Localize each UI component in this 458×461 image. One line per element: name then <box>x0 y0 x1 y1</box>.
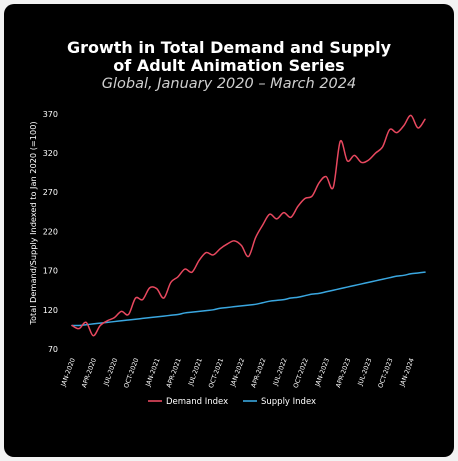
x-tick-label: OCT-2022 <box>292 357 310 389</box>
y-tick-label: 70 <box>48 345 58 354</box>
y-tick-label: 120 <box>43 306 58 315</box>
chart-title-line-2: of Adult Animation Series <box>113 56 345 75</box>
y-axis-label: Total Demand/Supply Indexed to Jan 2020 … <box>28 121 38 325</box>
series-layer <box>71 114 426 337</box>
y-tick-label: 220 <box>43 227 58 236</box>
x-tick-label: JAN-2020 <box>59 357 77 388</box>
x-tick-label: APR-2023 <box>334 357 352 389</box>
legend-label-demand-index: Demand Index <box>166 397 228 407</box>
chart-subtitle: Global, January 2020 – March 2024 <box>101 76 357 92</box>
y-tick-label: 170 <box>43 267 58 276</box>
x-tick-label: OCT-2023 <box>376 357 394 389</box>
x-tick-label: OCT-2021 <box>207 357 225 389</box>
y-axis-ticks: 70 120 170 220 270 320 370 <box>43 110 58 354</box>
x-tick-label: APR-2021 <box>165 357 183 389</box>
series-line-demand-index <box>71 114 426 337</box>
x-tick-label: JUL-2021 <box>186 357 204 388</box>
x-tick-label: JAN-2023 <box>313 357 331 388</box>
chart-card <box>4 4 454 457</box>
x-tick-label: APR-2022 <box>249 357 267 389</box>
x-tick-label: JAN-2021 <box>144 357 162 388</box>
x-tick-label: JUL-2022 <box>271 357 289 388</box>
y-tick-label: 270 <box>43 188 58 197</box>
legend-label-supply-index: Supply Index <box>261 397 316 407</box>
x-tick-label: APR-2020 <box>80 357 98 389</box>
x-tick-label: JUL-2023 <box>356 357 374 388</box>
x-tick-label: OCT-2020 <box>122 357 140 389</box>
y-tick-label: 370 <box>43 110 58 119</box>
x-tick-label: JAN-2022 <box>228 357 246 388</box>
x-tick-label: JUL-2020 <box>102 357 120 388</box>
y-tick-label: 320 <box>43 149 58 158</box>
legend: Demand Index Supply Index <box>148 397 316 407</box>
x-axis-ticks: JAN-2020 APR-2020 JUL-2020 OCT-2020 JAN-2021… <box>59 357 416 389</box>
chart-title-line-1: Growth in Total Demand and Supply <box>66 38 392 57</box>
x-tick-label: JAN-2024 <box>398 357 416 388</box>
series-line-supply-index <box>71 271 426 327</box>
